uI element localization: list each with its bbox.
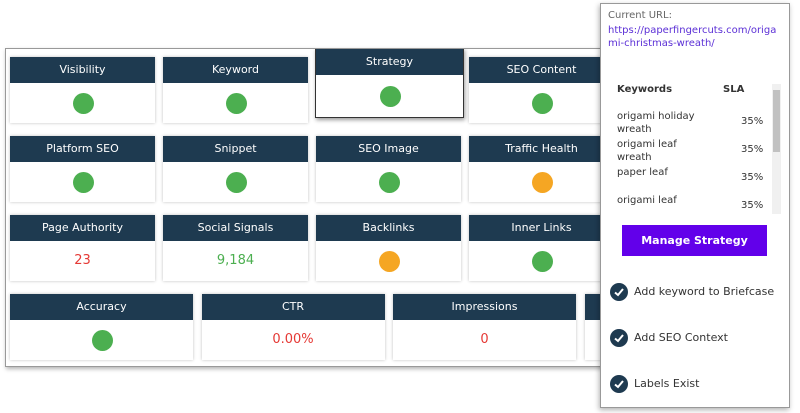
status-indicator: [531, 93, 553, 114]
tile-body: [163, 162, 308, 202]
tile-value: 0: [480, 332, 489, 347]
col-header: SLA: [723, 84, 745, 95]
metric-tile[interactable]: Visibility: [10, 57, 155, 123]
metric-tile[interactable]: Keyword: [163, 57, 308, 123]
tile-title: Page Authority: [10, 215, 155, 241]
tile-title: Impressions: [393, 294, 576, 320]
url-link[interactable]: https://paperfingercuts.com/origami-chri…: [608, 25, 777, 49]
url-label: Current URL:: [608, 10, 672, 21]
status-indicator: [225, 93, 247, 114]
col-header: Keywords: [617, 84, 673, 95]
metric-tile[interactable]: Social Signals 9,184: [163, 215, 308, 281]
metric-tile[interactable]: SEO Image: [316, 136, 461, 202]
tile-title: CTR: [201, 294, 385, 320]
checklist-label: Add keyword to Briefcase: [634, 285, 775, 298]
tile-title: Snippet: [163, 136, 308, 162]
metric-tile[interactable]: Page Authority 23: [10, 215, 155, 281]
keyword: paper leaf: [617, 167, 668, 178]
check-icon: [610, 283, 628, 301]
tile-body: [469, 162, 614, 202]
keyword: origami leaf wreath: [617, 139, 677, 163]
keyword-table: Keywords SLA origami holiday wreath 35% or…: [615, 82, 775, 215]
tile-title: Social Signals: [163, 215, 308, 241]
sla: 35%: [741, 200, 764, 211]
check-icon: [610, 375, 628, 393]
tile-body: [163, 83, 308, 123]
tile-body: 0: [393, 320, 576, 360]
tile-body: 0.00%: [202, 320, 385, 360]
metric-tile[interactable]: Inner Links: [469, 215, 614, 281]
tile-value: 23: [74, 253, 91, 268]
tile-body: [316, 75, 463, 117]
tile-title: Traffic Health: [469, 136, 614, 162]
status-indicator: [378, 172, 400, 193]
metric-tile[interactable]: CTR 0.00%: [201, 294, 385, 360]
keyword: origami leaf: [617, 195, 677, 206]
status-indicator: [225, 172, 247, 193]
metric-tile[interactable]: Snippet: [163, 136, 308, 202]
metric-tile[interactable]: Accuracy: [10, 294, 193, 360]
tile-body: [469, 241, 614, 281]
tile-body: 23: [10, 241, 155, 281]
status-indicator: [72, 172, 94, 193]
tile-value: 9,184: [216, 253, 255, 268]
tile-title: Accuracy: [10, 294, 193, 320]
checklist-item: Labels Exist: [610, 375, 780, 393]
tile-body: [10, 162, 155, 202]
tile-body: [10, 83, 155, 123]
tile-title: SEO Content: [469, 57, 614, 83]
metric-tile[interactable]: Platform SEO: [10, 136, 155, 202]
tile-title: Backlinks: [316, 215, 461, 241]
tile-value: 0.00%: [272, 332, 314, 347]
sla: 35%: [741, 116, 764, 127]
metric-tile[interactable]: Backlinks: [316, 215, 461, 281]
keyword: origami holiday wreath: [617, 111, 695, 135]
tile-title: Keyword: [163, 57, 308, 83]
metric-tile[interactable]: Strategy: [315, 49, 464, 118]
checklist-item: Add SEO Context: [610, 329, 780, 347]
dashboard-panel: Visibility Keyword Strategy SEO Content Plat…: [5, 48, 627, 367]
checklist-label: Labels Exist: [634, 377, 700, 390]
tile-title: Platform SEO: [10, 136, 155, 162]
status-indicator: [379, 86, 401, 107]
check-icon: [610, 329, 628, 347]
status-indicator: [72, 93, 94, 114]
tile-title: Inner Links: [469, 215, 614, 241]
status-indicator: [378, 251, 400, 272]
tile-body: [469, 83, 614, 123]
checklist-label: Add SEO Context: [634, 331, 728, 344]
status-indicator: [91, 330, 113, 351]
scrollbar[interactable]: [772, 84, 781, 214]
tile-title: SEO Image: [316, 136, 461, 162]
tile-title: Visibility: [10, 57, 155, 83]
sla: 35%: [741, 172, 764, 183]
manage-strategy-button[interactable]: Manage Strategy: [622, 225, 767, 256]
sla: 35%: [741, 144, 764, 155]
status-indicator: [531, 172, 553, 193]
tile-body: [316, 241, 461, 281]
tile-title: Strategy: [316, 49, 463, 75]
tile-body: 9,184: [163, 241, 308, 281]
tile-body: [10, 320, 193, 360]
metric-tile[interactable]: Impressions 0: [393, 294, 576, 360]
side-popup: Current URL: https://paperfingercuts.com…: [600, 3, 790, 408]
metric-tile[interactable]: Traffic Health: [469, 136, 614, 202]
status-indicator: [531, 251, 553, 272]
tile-body: [316, 162, 461, 202]
metric-tile[interactable]: SEO Content: [469, 57, 614, 123]
checklist-item: Add keyword to Briefcase: [610, 283, 780, 301]
